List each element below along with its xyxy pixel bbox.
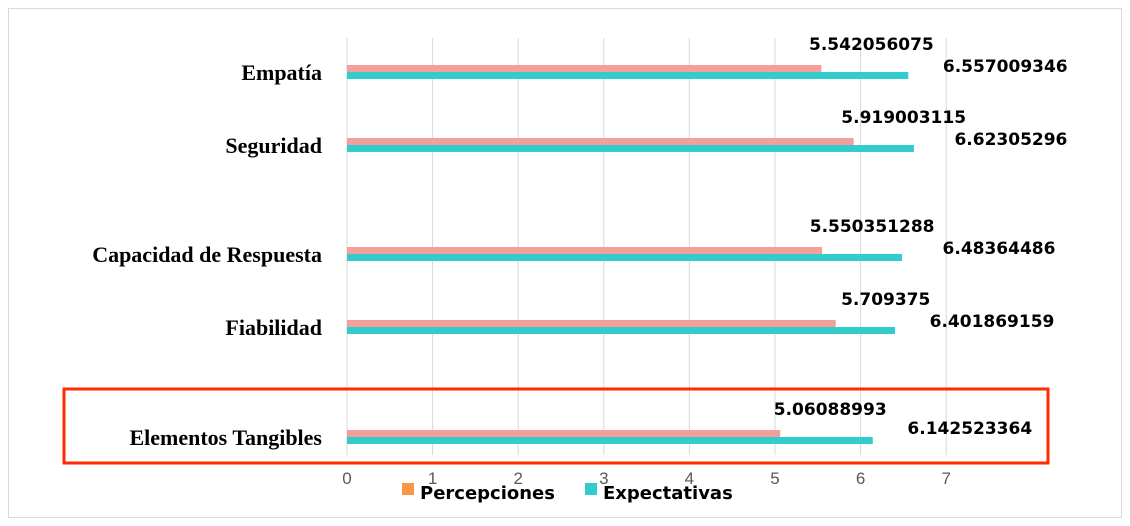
category-label: Fiabilidad — [225, 315, 322, 340]
data-label-percepciones: 5.542056075 — [809, 35, 934, 55]
data-label-percepciones: 5.919003115 — [841, 108, 966, 128]
category-label: Capacidad de Respuesta — [92, 242, 322, 267]
bar-percepciones — [347, 65, 822, 72]
bar-expectativas — [347, 327, 895, 334]
highlight-box — [62, 387, 1050, 465]
category-label: Empatía — [241, 60, 322, 85]
category-label: Elementos Tangibles — [129, 425, 322, 450]
x-tick-label: 4 — [685, 469, 694, 488]
data-label-percepciones: 5.550351288 — [810, 217, 935, 237]
legend-swatch-expectativas — [585, 483, 597, 495]
bar-expectativas — [347, 437, 873, 444]
data-label-expectativas: 6.401869159 — [930, 312, 1055, 332]
data-label-percepciones: 5.06088993 — [774, 400, 887, 420]
data-label-expectativas: 6.142523364 — [907, 419, 1032, 439]
bar-percepciones — [347, 138, 854, 145]
bar-expectativas — [347, 145, 914, 152]
data-label-expectativas: 6.557009346 — [943, 57, 1068, 77]
x-tick-label: 2 — [513, 469, 522, 488]
x-tick-label: 5 — [770, 469, 779, 488]
data-label-percepciones: 5.709375 — [841, 290, 930, 310]
x-tick-label: 3 — [599, 469, 608, 488]
category-label: Seguridad — [225, 133, 322, 158]
bar-percepciones — [347, 320, 836, 327]
x-tick-label: 7 — [941, 469, 950, 488]
data-label-expectativas: 6.62305296 — [954, 130, 1067, 150]
x-tick-label: 1 — [428, 469, 437, 488]
bar-expectativas — [347, 254, 902, 261]
legend-swatch-percepciones — [402, 483, 414, 495]
x-tick-label: 0 — [342, 469, 351, 488]
bar-percepciones — [347, 430, 781, 437]
data-label-expectativas: 6.48364486 — [943, 239, 1056, 259]
legend-label-percepciones: Percepciones — [420, 483, 555, 504]
x-tick-label: 6 — [856, 469, 865, 488]
legend-label-expectativas: Expectativas — [603, 483, 733, 504]
bar-percepciones — [347, 247, 823, 254]
bar-expectativas — [347, 72, 909, 79]
